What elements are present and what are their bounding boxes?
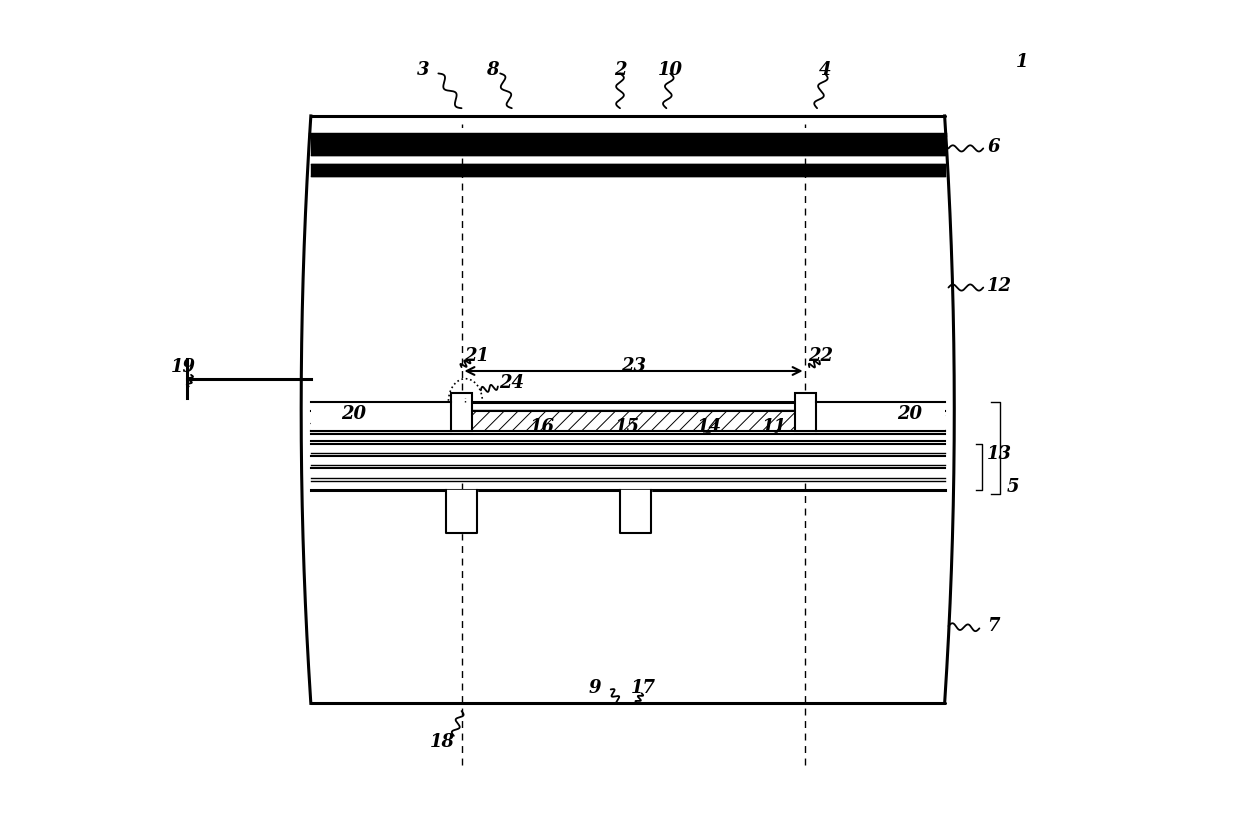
Text: 20: 20: [898, 404, 923, 423]
Text: 19: 19: [171, 358, 196, 376]
Text: 9: 9: [589, 679, 601, 697]
Text: 23: 23: [621, 357, 646, 375]
Text: 24: 24: [500, 374, 525, 391]
Bar: [816, 402, 945, 431]
Text: 10: 10: [657, 60, 683, 79]
Text: 22: 22: [808, 347, 833, 365]
Text: 12: 12: [987, 277, 1012, 295]
Text: 16: 16: [531, 418, 556, 436]
Bar: [450, 393, 472, 431]
Text: 4: 4: [818, 60, 831, 79]
Text: 8: 8: [486, 60, 498, 79]
Text: 5: 5: [1007, 478, 1019, 496]
Text: 1: 1: [1016, 53, 1028, 71]
Text: 18: 18: [430, 733, 455, 751]
Text: 15: 15: [615, 418, 640, 436]
Text: 20: 20: [341, 404, 366, 423]
Bar: [795, 393, 816, 431]
Text: 6: 6: [987, 138, 999, 155]
Text: 21: 21: [465, 347, 490, 365]
Text: 2: 2: [614, 60, 626, 79]
Text: 11: 11: [763, 418, 787, 436]
Text: 3: 3: [417, 60, 429, 79]
Text: 17: 17: [631, 679, 656, 697]
Text: 13: 13: [987, 446, 1012, 463]
Text: 7: 7: [987, 617, 999, 635]
Text: 14: 14: [697, 418, 722, 436]
Bar: [311, 402, 450, 431]
